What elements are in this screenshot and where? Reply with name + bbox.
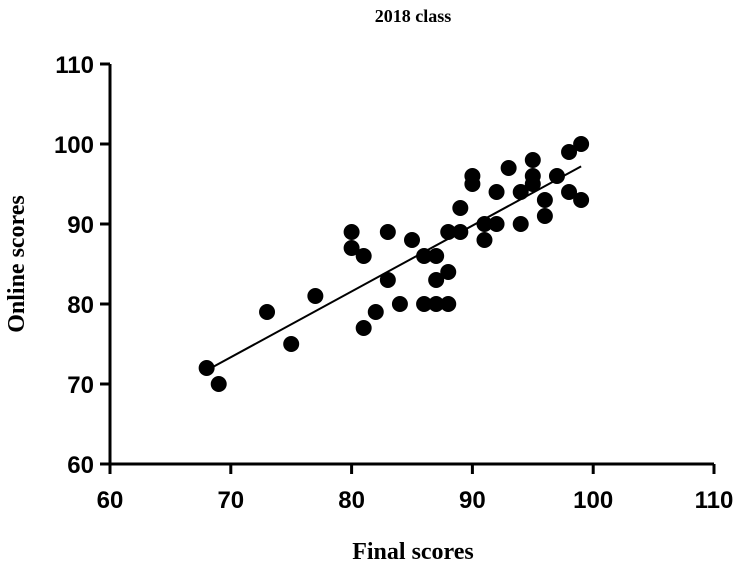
data-point — [476, 232, 493, 248]
data-point — [524, 152, 541, 168]
data-point — [259, 304, 276, 320]
x-tick-label: 70 — [217, 487, 244, 514]
data-point — [440, 264, 457, 280]
data-point — [428, 272, 445, 288]
x-axis-label: Final scores — [352, 539, 474, 562]
y-tick-label: 100 — [54, 132, 94, 159]
data-point — [198, 360, 215, 376]
data-point — [416, 296, 433, 312]
data-point — [283, 336, 300, 352]
data-point — [307, 288, 324, 304]
data-point — [355, 320, 372, 336]
data-point — [524, 176, 541, 192]
data-point — [416, 248, 433, 264]
data-point — [536, 208, 553, 224]
data-point — [573, 136, 590, 152]
x-tick-label: 100 — [573, 487, 613, 514]
regression-line — [206, 165, 582, 372]
data-point — [464, 176, 481, 192]
data-point — [343, 224, 360, 240]
chart-title: 2018 class — [375, 6, 452, 26]
points-group — [198, 136, 590, 392]
ticks: 60 70 80 90 100 110 60 70 80 90 100 110 — [54, 52, 733, 514]
x-tick-label: 110 — [695, 487, 734, 514]
data-point — [452, 200, 469, 216]
data-point — [379, 224, 396, 240]
y-tick-label: 60 — [67, 452, 94, 479]
data-point — [391, 296, 408, 312]
data-point — [367, 304, 384, 320]
data-point — [561, 144, 578, 160]
data-point — [512, 216, 529, 232]
data-point — [536, 192, 553, 208]
data-point — [561, 184, 578, 200]
data-point — [488, 184, 505, 200]
y-tick-label: 70 — [67, 372, 94, 399]
data-point — [548, 168, 565, 184]
y-tick-label: 110 — [55, 52, 94, 79]
data-point — [488, 216, 505, 232]
data-point — [379, 272, 396, 288]
data-point — [440, 224, 457, 240]
data-point — [343, 240, 360, 256]
x-tick-label: 90 — [459, 487, 486, 514]
data-point — [440, 296, 457, 312]
axes — [108, 64, 714, 466]
data-point — [210, 376, 227, 392]
data-point — [428, 248, 445, 264]
data-point — [512, 184, 529, 200]
data-point — [452, 224, 469, 240]
data-point — [573, 192, 590, 208]
y-axis-label: Online scores — [4, 195, 30, 333]
y-tick-label: 80 — [67, 292, 94, 319]
data-point — [428, 296, 445, 312]
fit-line-group — [206, 165, 582, 372]
x-tick-label: 60 — [97, 487, 124, 514]
data-point — [476, 216, 493, 232]
y-tick-label: 90 — [67, 212, 94, 239]
data-point — [500, 160, 517, 176]
data-point — [355, 248, 372, 264]
data-point — [404, 232, 420, 248]
x-tick-label: 80 — [338, 487, 365, 514]
